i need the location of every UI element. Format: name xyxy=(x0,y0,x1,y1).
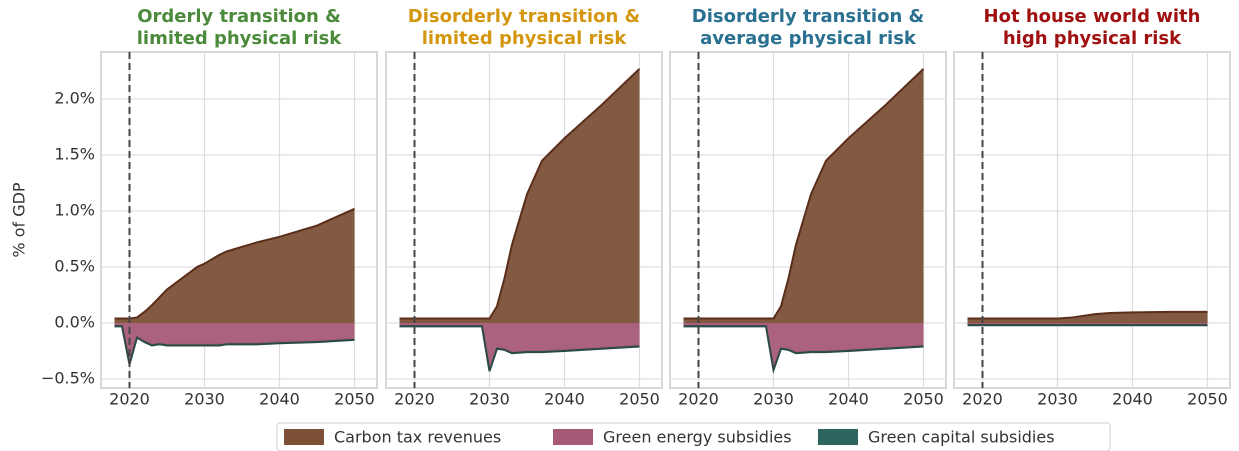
x-tick-label: 2040 xyxy=(544,390,585,409)
area-edge xyxy=(399,325,640,372)
legend-swatch xyxy=(818,429,858,445)
x-tick-label: 2030 xyxy=(1037,390,1078,409)
panel: Orderly transition &limited physical ris… xyxy=(10,6,378,409)
area-edge xyxy=(114,207,355,320)
legend-swatch xyxy=(553,429,593,445)
panel-title: Hot house world with xyxy=(984,6,1201,27)
area-edge xyxy=(114,325,355,365)
panel-title: limited physical risk xyxy=(137,28,343,49)
x-tick-label: 2040 xyxy=(259,390,300,409)
x-tick-label: 2030 xyxy=(753,390,794,409)
panel-title: high physical risk xyxy=(1003,28,1182,49)
panel-title: Orderly transition & xyxy=(137,6,341,27)
area xyxy=(114,208,355,324)
legend-label: Carbon tax revenues xyxy=(334,428,501,447)
panel-title: average physical risk xyxy=(700,28,917,49)
x-tick-label: 2050 xyxy=(1187,390,1228,409)
area xyxy=(683,68,924,324)
area xyxy=(683,323,924,369)
area xyxy=(399,323,640,371)
x-tick-label: 2040 xyxy=(1112,390,1153,409)
legend-label: Green energy subsidies xyxy=(603,428,792,447)
x-tick-label: 2040 xyxy=(828,390,869,409)
panel: Disorderly transition &limited physical … xyxy=(385,6,663,409)
x-tick-label: 2050 xyxy=(334,390,375,409)
area xyxy=(399,68,640,324)
panel-title: Disorderly transition & xyxy=(408,6,640,27)
area-edge xyxy=(967,310,1208,320)
x-tick-label: 2030 xyxy=(184,390,225,409)
panel-title: Disorderly transition & xyxy=(692,6,924,27)
y-tick-label: 1.5% xyxy=(54,145,95,164)
panel: Disorderly transition &average physical … xyxy=(669,6,947,409)
y-tick-label: 1.0% xyxy=(54,201,95,220)
legend-label: Green capital subsidies xyxy=(868,428,1055,447)
legend-box xyxy=(276,422,1111,451)
y-tick-label: 0.0% xyxy=(54,313,95,332)
legend-swatch xyxy=(284,429,324,445)
panel-title: limited physical risk xyxy=(422,28,628,49)
x-tick-label: 2050 xyxy=(619,390,660,409)
y-tick-label: 0.5% xyxy=(54,257,95,276)
legend: Carbon tax revenues Green energy subsidie… xyxy=(276,422,1111,451)
x-tick-label: 2020 xyxy=(962,390,1003,409)
x-tick-label: 2020 xyxy=(109,390,150,409)
x-tick-label: 2030 xyxy=(469,390,510,409)
area xyxy=(967,311,1208,324)
plot-area xyxy=(953,51,1231,389)
y-tick-label: 2.0% xyxy=(54,89,95,108)
area-edge xyxy=(683,68,925,320)
y-axis-label: % of GDP xyxy=(10,182,29,258)
y-tick-label: −0.5% xyxy=(41,369,95,388)
x-tick-label: 2020 xyxy=(678,390,719,409)
x-tick-label: 2050 xyxy=(903,390,944,409)
x-tick-label: 2020 xyxy=(394,390,435,409)
area-edge xyxy=(683,325,924,375)
area-edge xyxy=(399,68,641,320)
